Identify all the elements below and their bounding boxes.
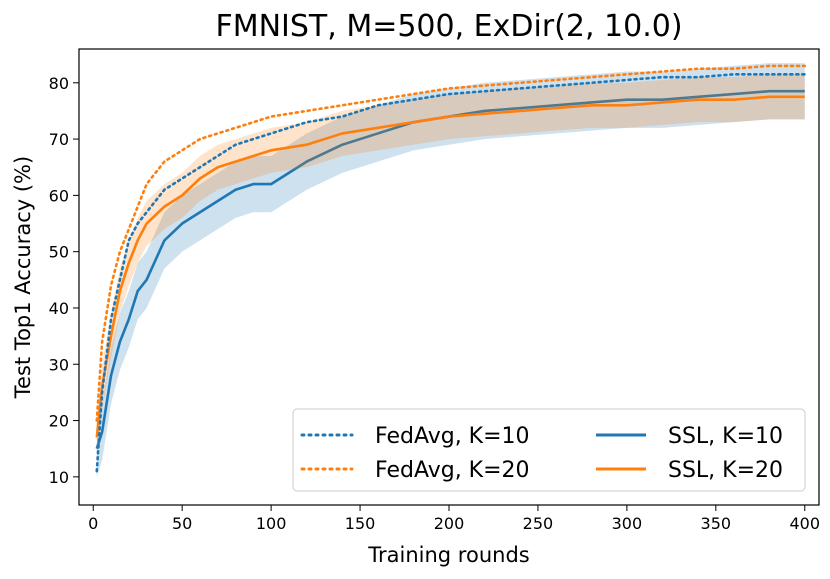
y-tick-label: 80	[49, 74, 69, 93]
x-tick-label: 250	[523, 514, 554, 533]
x-tick-label: 150	[345, 514, 376, 533]
plot-frame	[78, 48, 820, 506]
x-tick-label: 300	[612, 514, 643, 533]
x-tick-label: 0	[88, 514, 98, 533]
legend-label-ssl-k10: SSL, K=10	[668, 424, 783, 449]
legend-label-fedavg-k10: FedAvg, K=10	[375, 424, 530, 449]
legend-box	[292, 408, 806, 492]
x-tick-label: 350	[701, 514, 732, 533]
x-tick-label: 400	[789, 514, 820, 533]
plot-area	[95, 63, 807, 477]
line-ssl-k-20	[95, 95, 805, 438]
line-ssl-k-10	[95, 89, 805, 450]
y-tick-label: 40	[49, 299, 69, 318]
band-ssl-k-10	[96, 63, 805, 477]
chart-title: FMNIST, M=500, ExDir(2, 10.0)	[215, 9, 682, 44]
y-tick-label: 70	[49, 130, 69, 149]
x-axis-label: Training rounds	[367, 543, 529, 567]
band-ssl-k-20	[96, 74, 805, 460]
line-fedavg-k-20	[95, 64, 807, 422]
legend-label-fedavg-k20: FedAvg, K=20	[375, 458, 530, 483]
line-fedavg-k-10	[95, 73, 807, 473]
x-tick-label: 100	[256, 514, 287, 533]
y-axis-label: Test Top1 Accuracy (%)	[11, 156, 35, 399]
y-tick-label: 20	[49, 412, 69, 431]
axis-ticks: 0 50 100 150 200 250 300 350 400 10 20 30 40 50 60 70 80	[49, 74, 820, 533]
y-tick-label: 10	[49, 468, 69, 487]
legend: FedAvg, K=10 FedAvg, K=20 SSL, K=10 SSL,…	[292, 408, 806, 492]
x-tick-label: 200	[434, 514, 465, 533]
y-tick-label: 50	[49, 243, 69, 262]
y-tick-label: 30	[49, 355, 69, 374]
x-tick-label: 50	[172, 514, 192, 533]
legend-label-ssl-k20: SSL, K=20	[668, 458, 783, 483]
y-tick-label: 60	[49, 186, 69, 205]
